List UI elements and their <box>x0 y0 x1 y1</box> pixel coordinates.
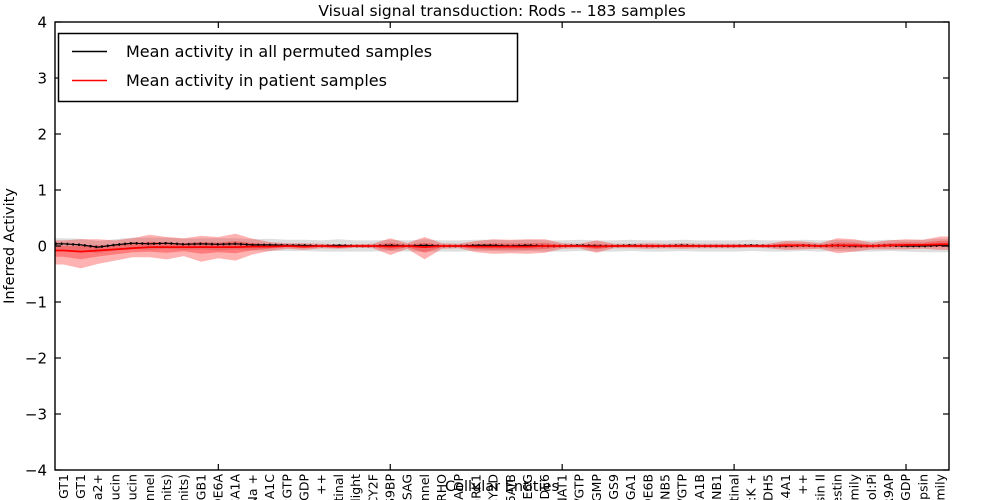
y-tick-label: 4 <box>37 14 47 32</box>
y-axis-title: Inferred Activity <box>2 188 18 304</box>
x-category-label: GNAT1 <box>554 474 569 500</box>
x-category-label: RGS9BP <box>382 473 397 500</box>
x-category-label: PDE6G <box>520 474 535 500</box>
x-category-label: PDE6A <box>211 474 226 500</box>
x-category-label: mol:Pi <box>864 474 879 500</box>
x-category-label: mol:11-cis-retinal <box>726 474 741 500</box>
x-category-labels: GNGT1GNB1/GNGT1mol:Ca2+Metarhodopsin II/… <box>56 473 948 500</box>
x-category-label: GNB5 <box>658 474 673 500</box>
y-tick-label: −4 <box>25 462 47 480</box>
x-category-label: GUCY2D <box>486 474 501 500</box>
x-category-label: Metarhodopsin II <box>812 474 827 500</box>
x-category-label: Rhodopsin <box>915 474 930 500</box>
x-category-label: mol:GDP <box>297 474 312 500</box>
x-category-label: RGS9 <box>606 474 621 500</box>
x-category-label: mol:Ca2+ <box>90 474 105 500</box>
x-category-label: PDE6 <box>537 474 552 500</box>
x-category-label: mol:Na + <box>245 474 260 500</box>
x-category-label: Transducin <box>125 474 140 500</box>
x-category-label: RDH5 <box>761 474 776 500</box>
x-category-label: GCAP Family/Ca ++ <box>795 474 810 500</box>
x-category-label: PDE6A/B <box>503 474 518 500</box>
x-category-label: CNGB1 <box>193 474 208 500</box>
x-category-label: RHO <box>434 474 449 500</box>
x-category-label: mol:GTP <box>279 474 294 500</box>
x-category-label: cGMP/CNG Channel <box>417 474 432 500</box>
x-category-label: mol:K + <box>744 474 759 500</box>
y-tick-label: −2 <box>25 350 47 368</box>
x-category-label: GNAT1/GDP <box>898 474 913 500</box>
x-category-label: GUCA1B <box>692 474 707 500</box>
x-category-label: GUCA1A <box>228 474 243 500</box>
x-category-label: mol:ADP <box>451 474 466 500</box>
x-category-label: GNB1 <box>709 474 724 500</box>
x-category-label: mol:cGMP <box>589 474 604 500</box>
x-category-label: GNAT1/GTP <box>572 474 587 500</box>
x-category-label: GUCY2F <box>365 474 380 500</box>
x-category-label: mol:GMP (4 units) <box>159 474 174 500</box>
x-category-label: SAG <box>400 474 415 500</box>
x-axis-title: Cellular Entities <box>445 479 559 495</box>
legend: Mean activity in all permuted samples Mea… <box>57 32 519 103</box>
x-category-label: mol:Ca ++ <box>314 474 329 500</box>
x-category-label: absorption of light <box>348 474 363 500</box>
chart-title: Visual signal transduction: Rods -- 183 … <box>318 2 685 20</box>
legend-label: Mean activity in all permuted samples <box>126 42 432 61</box>
x-category-label: GUCA1C <box>262 474 277 500</box>
x-category-label: GRK1 <box>468 474 483 500</box>
x-category-label: mol:all-trans-retinal <box>331 474 346 500</box>
x-category-label: RGS9-1/Gbeta5/R9AP <box>881 474 896 500</box>
x-category-label: PDE6B <box>640 474 655 500</box>
legend-label: Mean activity in patient samples <box>126 71 387 90</box>
x-category-label: GNB1/GNGT1 <box>73 474 88 500</box>
y-tick-label: 2 <box>37 126 47 144</box>
x-category-label: SLC24A1 <box>778 474 793 500</box>
legend-box <box>57 32 519 103</box>
x-category-label: Na + (4 Units) <box>176 474 191 500</box>
x-category-label: Metarhodopsin II/Arrestin <box>830 474 845 500</box>
patient-std-band-outer <box>55 233 949 269</box>
y-tick-label: 3 <box>37 70 47 88</box>
x-category-label: Metarhodopsin II/Transducin <box>107 474 122 500</box>
permuted-mean-dotted-overlay <box>55 241 949 249</box>
x-category-label: CNG Channel <box>142 474 157 500</box>
x-category-label: CNGA1 <box>623 474 638 500</box>
y-tick-label: −3 <box>25 406 47 424</box>
y-axis: −4 −3 −2 −1 0 1 2 3 4 <box>25 14 949 480</box>
band-layer <box>55 233 949 269</box>
y-tick-label: −1 <box>25 294 47 312</box>
x-axis <box>217 22 907 470</box>
x-category-label: GNGT1 <box>56 474 71 500</box>
x-category-label: GC1/GCAP Family <box>847 473 862 500</box>
line-layer <box>55 241 949 253</box>
x-category-label: GC2/GCAP Family <box>933 473 948 500</box>
y-tick-label: 1 <box>37 182 47 200</box>
patient-mean-line <box>55 243 949 253</box>
x-category-label: PDE6G/GNAT1/GTP <box>675 474 690 500</box>
y-tick-label: 0 <box>37 238 47 256</box>
